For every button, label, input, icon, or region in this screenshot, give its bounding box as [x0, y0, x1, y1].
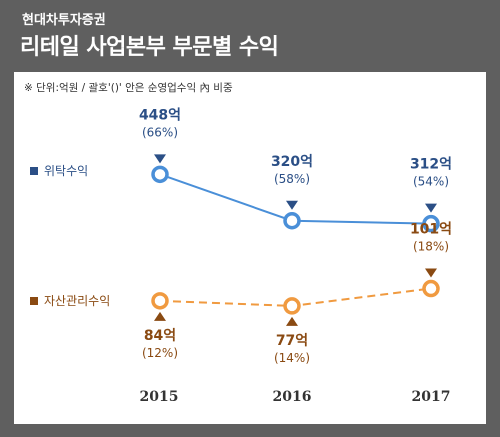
pointer-triangle-0-0 [154, 154, 166, 164]
value-label-0-0: 448억 [139, 107, 181, 123]
value-label-1-0: 84억 [144, 328, 176, 344]
share-label-0-2: (54%) [413, 175, 449, 189]
legend-swatch-trust [30, 166, 38, 175]
pointer-triangle-1-1 [286, 316, 298, 326]
pointer-triangle-1-0 [154, 311, 166, 321]
data-point-0-2 [422, 214, 440, 233]
chart-title: 리테일 사업본부 부문별 수익 [20, 35, 279, 60]
value-label-1-2: 101억 [410, 222, 452, 238]
legend-item-trust: 위탁수익 [30, 162, 88, 179]
value-label-0-2: 312억 [410, 157, 452, 173]
legend-label-asset: 자산관리수익 [44, 294, 111, 308]
company-name: 현대차투자증권 [22, 13, 106, 28]
share-label-0-1: (58%) [274, 172, 310, 186]
legend-label-trust: 위탁수익 [44, 164, 89, 178]
data-point-1-1 [283, 297, 301, 315]
data-point-1-2 [422, 279, 440, 298]
share-label-1-2: (18%) [413, 240, 449, 254]
share-label-1-1: (14%) [274, 351, 310, 365]
x-tick-2015: 2015 [123, 384, 195, 410]
legend-swatch-asset [30, 296, 38, 305]
data-point-0-0 [151, 165, 169, 184]
data-point-1-0 [151, 292, 169, 310]
x-tick-2017: 2017 [395, 384, 467, 410]
unit-note: ※ 단위:억원 / 괄호'()' 안은 순영업수익 內 비중 [24, 82, 233, 94]
share-label-1-0: (12%) [142, 346, 178, 360]
pointer-triangle-0-2 [425, 203, 437, 213]
pointer-triangle-1-2 [425, 268, 437, 278]
chart-panel [14, 72, 486, 424]
value-label-0-1: 320억 [271, 154, 313, 170]
x-tick-2016: 2016 [256, 384, 328, 410]
share-label-0-0: (66%) [142, 125, 178, 139]
legend-item-asset: 자산관리수익 [30, 292, 110, 309]
data-point-0-1 [283, 212, 301, 230]
value-label-1-1: 77억 [276, 333, 308, 349]
pointer-triangle-0-1 [286, 200, 298, 210]
